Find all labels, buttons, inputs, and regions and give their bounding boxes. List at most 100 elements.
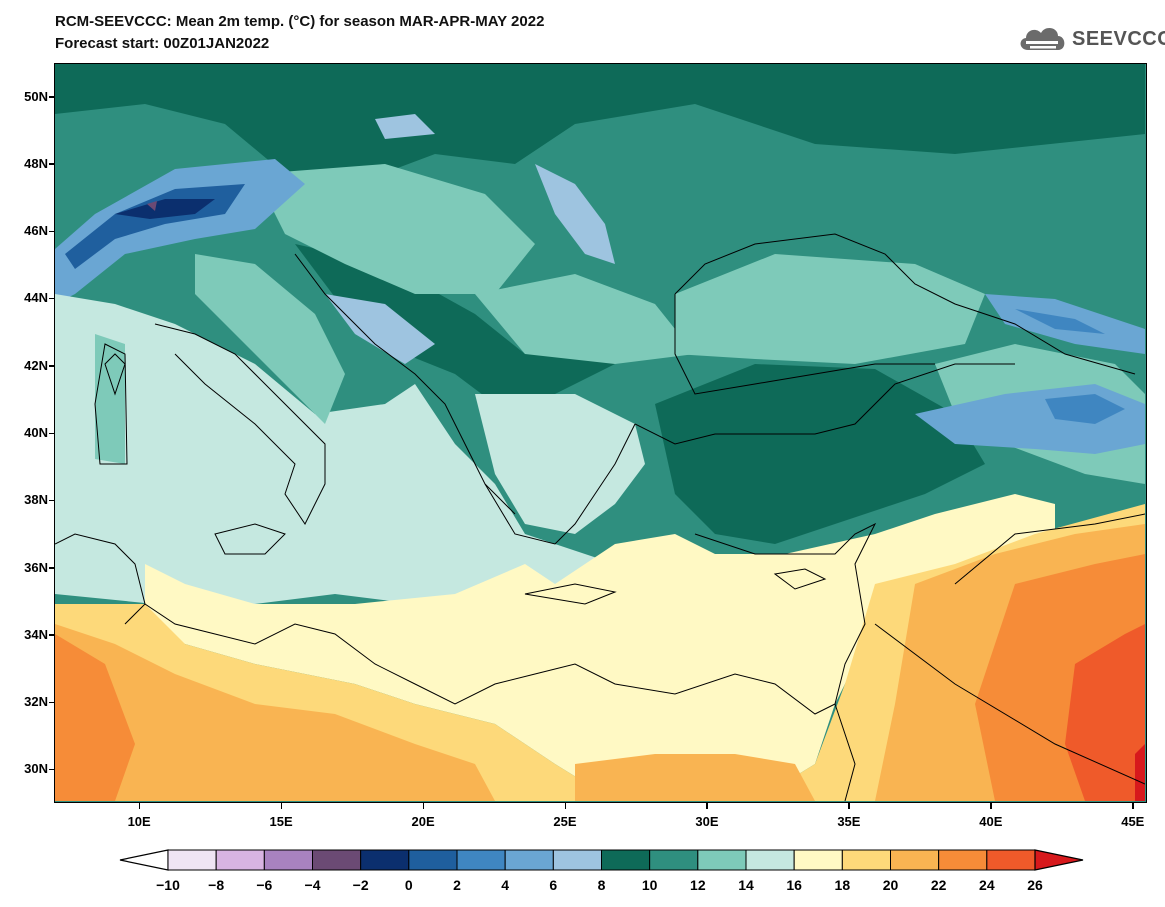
temp-band-12-14-italy: [195, 254, 345, 424]
temp-band-minus4-minus2-alps: [147, 201, 157, 211]
lat-tick: [49, 499, 55, 502]
lat-label-30n: 30N: [24, 761, 48, 777]
colorbar-tick-label: −2: [352, 877, 369, 893]
colorbar-swatch: [360, 849, 410, 871]
colorbar-tick-label: 10: [641, 877, 658, 893]
colorbar-tick-label: 8: [597, 877, 606, 893]
lat-tick: [49, 768, 55, 771]
colorbar-tick-label: 4: [501, 877, 510, 893]
lat-label-32n: 32N: [24, 694, 48, 710]
lon-tick: [564, 803, 566, 809]
colorbar-tick-label: 18: [834, 877, 851, 893]
lat-tick: [49, 701, 55, 704]
lat-label-34n: 34N: [24, 626, 48, 642]
lat-label-46n: 46N: [24, 223, 48, 239]
lon-tick: [138, 803, 141, 809]
temp-band-6-8-carpathians: [535, 164, 615, 264]
colorbar-tick-label: 6: [549, 877, 558, 893]
colorbar-swatch: [601, 849, 651, 871]
temp-band-22-24-tunisia-libya: [55, 634, 135, 801]
lat-tick: [49, 365, 55, 367]
colorbar-tick-label: 24: [979, 877, 995, 893]
temp-band-12-14-pannonia: [255, 164, 535, 294]
lon-label-40e: 40E: [979, 814, 1003, 829]
coastlines: [55, 233, 1145, 801]
colorbar-tick-label: −6: [256, 877, 273, 893]
lon-label-20e: 20E: [411, 814, 435, 829]
lon-tick: [422, 803, 425, 809]
temp-band-minus2-0-alps: [115, 199, 215, 219]
temp-band-12-14-sardinia: [95, 334, 125, 464]
forecast-start-subtitle: Forecast start: 00Z01JAN2022: [55, 35, 270, 52]
temp-band-8-10-balkans: [295, 244, 615, 404]
temp-band-8-10-anatolia: [655, 364, 985, 544]
temp-band-12-14-lower-danube: [475, 274, 695, 364]
colorbar-swatch: [408, 849, 458, 871]
temp-band-16-18-south-med: [145, 494, 1055, 801]
colorbar-tick-label: 14: [738, 877, 754, 893]
lon-tick: [706, 803, 708, 809]
lon-label-25e: 25E: [553, 814, 577, 829]
lon-tick: [1132, 803, 1134, 809]
lat-tick: [49, 432, 55, 434]
lat-label-40n: 40N: [24, 425, 48, 440]
lat-tick: [49, 634, 55, 636]
colorbar-swatch: [504, 849, 554, 871]
lon-tick: [848, 803, 850, 809]
lon-label-45e: 45E: [1121, 814, 1145, 829]
temp-band-24-26-iraq: [1065, 624, 1145, 801]
colorbar-tick-label: −10: [156, 877, 180, 893]
colorbar-swatch: [793, 849, 843, 871]
colorbar-swatch: [552, 849, 602, 871]
colorbar-swatch: [697, 849, 747, 871]
temp-band-20-22-libya: [55, 624, 495, 801]
logo-text: SEEVCCC: [1072, 28, 1165, 50]
temp-band-20-22-egypt: [575, 754, 815, 801]
colorbar-tick-label: 12: [690, 877, 706, 893]
lat-label-48n: 48N: [24, 155, 48, 171]
temp-band-2-4-east-anatolia: [1045, 394, 1125, 424]
lat-label-50n: 50N: [24, 88, 48, 104]
temp-band-8-10-north: [55, 64, 1145, 184]
lat-tick: [49, 297, 55, 300]
temp-band-6-8-tatra: [375, 114, 435, 139]
map-title: RCM-SEEVCCC: Mean 2m temp. (°C) for seas…: [55, 13, 545, 30]
colorbar-swatch: [841, 849, 891, 871]
colorbar-tick-label: −4: [304, 877, 321, 893]
colorbar-tick-label: 0: [404, 877, 413, 893]
temp-band-12-14-black-sea: [675, 254, 985, 364]
colorbar-tick-label: 26: [1027, 877, 1043, 893]
colorbar-swatch: [745, 849, 795, 871]
colorbar-swatch: [938, 849, 988, 871]
temp-band-over-26-iraq: [1135, 744, 1145, 801]
lon-label-35e: 35E: [837, 814, 861, 829]
colorbar-swatch: [986, 849, 1036, 871]
colorbar-tick-label: 20: [882, 877, 899, 893]
lon-label-30e: 30E: [695, 814, 719, 829]
lat-label-38n: 38N: [24, 492, 48, 508]
lat-label-44n: 44N: [24, 290, 48, 306]
colorbar-over-triangle: [1034, 849, 1084, 871]
seevccc-logo: SEEVCCC: [1016, 22, 1165, 56]
lat-tick: [49, 163, 55, 165]
lat-tick: [49, 230, 55, 233]
colorbar-swatch: [649, 849, 699, 871]
colorbar-tick-label: 22: [930, 877, 947, 893]
lat-label-36n: 36N: [24, 559, 48, 575]
colorbar-under-triangle: [119, 849, 169, 871]
temp-band-14-16-central-med: [55, 294, 615, 604]
lon-tick: [990, 803, 992, 809]
cloud-icon: [1020, 27, 1065, 50]
lon-tick: [280, 803, 283, 809]
temp-band-4-6-alps: [55, 159, 305, 304]
colorbar-swatch: [456, 849, 506, 871]
colorbar-swatch: [215, 849, 265, 871]
colorbar-tick-label: −8: [208, 877, 225, 893]
colorbar-tick-label: 16: [786, 877, 802, 893]
lat-tick: [49, 96, 55, 98]
temperature-map: [54, 63, 1147, 803]
lon-label-10e: 10E: [127, 814, 151, 829]
colorbar-swatch: [263, 849, 314, 871]
colorbar-swatch: [167, 849, 217, 871]
temp-band-14-16-aegean: [475, 394, 645, 534]
